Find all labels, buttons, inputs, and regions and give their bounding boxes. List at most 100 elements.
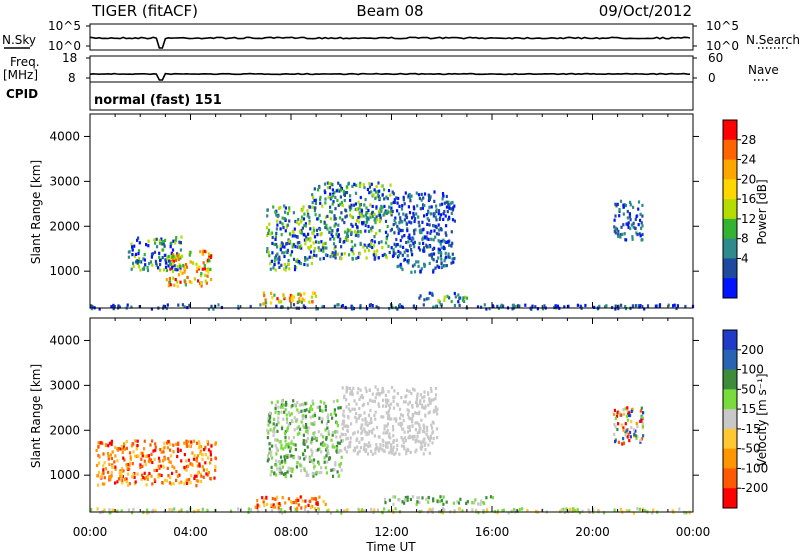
echo-cell <box>324 428 327 432</box>
echo-cell <box>421 496 424 500</box>
echo-cell <box>171 464 174 468</box>
echo-cell <box>371 399 374 403</box>
echo-cell <box>619 413 622 417</box>
echo-cell <box>338 216 342 220</box>
echo-cell <box>305 401 308 405</box>
echo-cell <box>172 257 175 261</box>
echo-cell <box>416 204 419 208</box>
echo-cell <box>423 425 426 429</box>
echo-cell <box>117 304 120 308</box>
echo-cell <box>357 200 360 204</box>
echo-cell <box>298 240 301 245</box>
echo-cell <box>182 263 185 268</box>
echo-cell <box>379 391 382 396</box>
echo-cell <box>406 249 409 253</box>
echo-cell <box>288 209 291 213</box>
echo-cell <box>203 267 206 271</box>
echo-cell <box>417 193 421 197</box>
echo-cell <box>361 396 365 400</box>
echo-cell <box>365 213 368 217</box>
echo-cell <box>613 225 616 229</box>
echo-cell <box>136 439 139 443</box>
echo-cell <box>281 305 284 309</box>
echo-cell <box>437 256 440 260</box>
echo-cell <box>303 448 307 453</box>
echo-cell <box>398 497 401 502</box>
echo-cell <box>408 211 412 215</box>
echo-cell <box>113 460 116 464</box>
echo-cell <box>193 277 196 281</box>
echo-cell <box>369 213 372 217</box>
echo-cell <box>378 214 382 218</box>
echo-cell <box>628 215 632 219</box>
echo-cell <box>418 428 421 432</box>
echo-cell <box>130 444 134 448</box>
echo-cell <box>587 508 590 512</box>
echo-cell <box>320 433 323 437</box>
echo-cell <box>400 304 403 308</box>
echo-cell <box>207 307 211 311</box>
echo-cell <box>450 230 453 234</box>
echo-cell <box>266 208 269 212</box>
echo-cell <box>441 197 444 201</box>
echo-cell <box>340 245 343 249</box>
echo-cell <box>488 307 491 311</box>
echo-cell <box>308 216 311 220</box>
echo-cell <box>374 451 377 455</box>
echo-cell <box>421 445 424 449</box>
echo-cell <box>273 259 276 263</box>
echo-cell <box>387 403 390 407</box>
echo-cell <box>466 500 469 504</box>
echo-cell <box>354 243 357 247</box>
echo-cell <box>137 249 141 253</box>
power-cbar-label: Power [dB] <box>755 179 769 244</box>
echo-cell <box>642 434 645 438</box>
echo-cell <box>315 240 318 244</box>
echo-cell <box>637 200 641 204</box>
echo-cell <box>151 508 154 512</box>
echo-cell <box>362 402 366 406</box>
echo-cell <box>356 437 359 441</box>
echo-cell <box>186 464 189 469</box>
echo-cell <box>408 400 411 404</box>
echo-cell <box>177 253 180 257</box>
echo-cell <box>297 300 300 304</box>
echo-cell <box>363 249 367 253</box>
echo-cell <box>377 391 380 396</box>
echo-cell <box>384 210 388 214</box>
echo-cell <box>412 242 415 246</box>
echo-cell <box>114 467 117 471</box>
echo-cell <box>439 227 443 231</box>
colorbar-tick-label: 200 <box>741 343 764 357</box>
echo-cell <box>401 305 404 309</box>
echo-cell <box>196 471 199 475</box>
echo-cell <box>640 238 643 242</box>
echo-cell <box>297 410 300 414</box>
echo-cell <box>410 194 413 198</box>
echo-cell <box>381 387 384 391</box>
echo-cell <box>374 253 378 257</box>
echo-cell <box>296 235 299 239</box>
echo-cell <box>308 300 311 304</box>
echo-cell <box>179 280 182 284</box>
echo-cell <box>312 196 315 200</box>
echo-cell <box>317 462 321 466</box>
echo-cell <box>311 255 314 259</box>
echo-cell <box>282 405 285 410</box>
echo-cell <box>145 475 148 480</box>
echo-cell <box>351 245 354 249</box>
echo-cell <box>319 195 322 199</box>
echo-cell <box>201 457 204 461</box>
echo-cell <box>411 420 414 424</box>
echo-cell <box>143 459 146 463</box>
echo-cell <box>308 221 311 225</box>
echo-cell <box>203 249 206 253</box>
colorbar-swatch <box>723 159 737 180</box>
echo-cell <box>287 262 290 266</box>
echo-cell <box>200 274 203 278</box>
echo-cell <box>319 400 322 404</box>
noise-trace <box>89 36 691 49</box>
echo-cell <box>477 511 480 515</box>
echo-cell <box>426 217 429 221</box>
